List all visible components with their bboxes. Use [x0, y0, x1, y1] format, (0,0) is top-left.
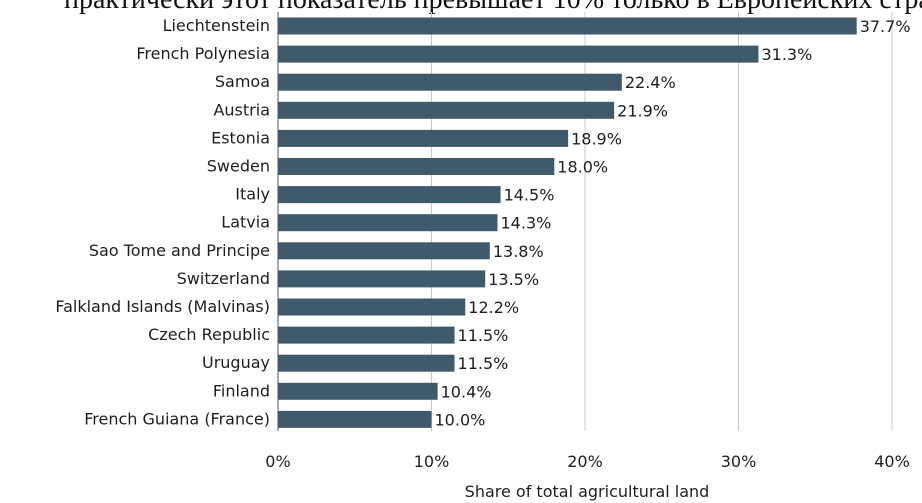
- category-label: Finland: [213, 381, 270, 400]
- category-label: Samoa: [215, 72, 270, 91]
- bar: [278, 214, 498, 232]
- bar: [278, 326, 455, 344]
- x-tick-label: 10%: [414, 452, 450, 471]
- category-label: French Polynesia: [136, 44, 270, 63]
- bar: [278, 101, 615, 119]
- category-label: Austria: [213, 100, 270, 119]
- bar: [278, 242, 490, 260]
- bar: [278, 17, 857, 35]
- value-label: 18.0%: [557, 158, 608, 177]
- value-label: 10.0%: [435, 410, 486, 429]
- value-label: 14.3%: [501, 214, 552, 233]
- header-text: практически этот показатель превышает 10…: [64, 0, 922, 16]
- category-label: Estonia: [211, 128, 270, 147]
- category-label: Uruguay: [202, 353, 270, 372]
- bar: [278, 45, 759, 63]
- bar: [278, 158, 555, 175]
- bar: [278, 410, 432, 428]
- bar: [278, 382, 438, 400]
- value-label: 14.5%: [504, 186, 555, 205]
- category-label: Sweden: [207, 157, 270, 176]
- x-tick-label: 0%: [265, 452, 290, 471]
- bar: [278, 354, 455, 372]
- bar: [278, 298, 466, 316]
- x-tick-label: 40%: [874, 452, 910, 471]
- value-label: 18.9%: [571, 129, 622, 148]
- value-label: 13.8%: [493, 242, 544, 261]
- category-label: Italy: [235, 185, 270, 204]
- bar: [278, 73, 622, 91]
- value-label: 12.2%: [468, 298, 519, 317]
- bar: [278, 129, 569, 147]
- value-label: 31.3%: [761, 45, 812, 64]
- bar: [278, 270, 486, 288]
- x-tick-label: 20%: [567, 452, 603, 471]
- value-label: 11.5%: [458, 354, 509, 373]
- value-label: 37.7%: [860, 17, 911, 36]
- value-label: 22.4%: [625, 73, 676, 92]
- category-label: Falkland Islands (Malvinas): [55, 297, 270, 316]
- category-label: Czech Republic: [148, 325, 270, 344]
- category-label: Sao Tome and Principe: [89, 241, 270, 260]
- category-label: Liechtenstein: [163, 16, 270, 35]
- category-label: Switzerland: [177, 269, 270, 288]
- x-axis-title: Share of total agricultural land: [465, 482, 710, 501]
- bar: [278, 186, 501, 204]
- value-label: 10.4%: [441, 382, 492, 401]
- x-tick-label: 30%: [721, 452, 757, 471]
- value-label: 21.9%: [617, 101, 668, 120]
- value-label: 11.5%: [458, 326, 509, 345]
- category-label: Latvia: [221, 213, 270, 232]
- value-label: 13.5%: [488, 270, 539, 289]
- category-label: French Guiana (France): [84, 409, 270, 428]
